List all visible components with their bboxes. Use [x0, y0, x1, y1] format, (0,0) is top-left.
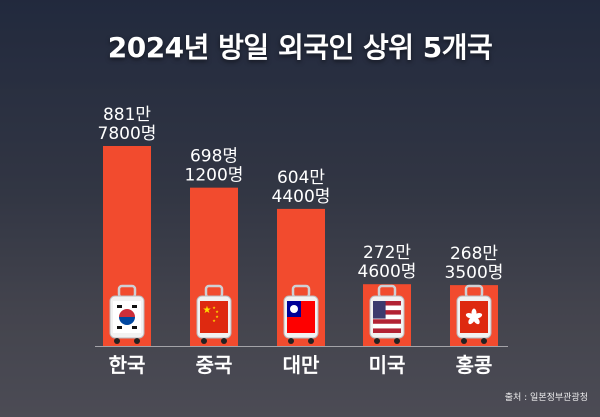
flag-stripe — [373, 301, 401, 306]
suitcase-wheel — [461, 338, 467, 344]
trigram — [132, 305, 137, 308]
taegeuk-blue — [119, 317, 135, 325]
category-label: 대만 — [283, 353, 320, 377]
trigram — [132, 326, 137, 329]
data-label: 881만 — [103, 105, 151, 125]
category-label: 한국 — [109, 353, 146, 377]
flag-stripe — [373, 319, 401, 324]
bauhinia-petal — [465, 313, 475, 319]
flag-stripe — [373, 323, 401, 329]
china-flag: ★ ★★★★ — [200, 301, 228, 333]
suitcase-wheel — [394, 338, 400, 344]
south-korea-flag — [113, 301, 141, 333]
taegeuk-red — [119, 309, 135, 317]
flag-field — [200, 301, 228, 333]
suitcase-wheel — [481, 338, 487, 344]
data-label: 268만 — [450, 244, 498, 264]
flag-stripe — [373, 305, 401, 311]
taiwan-flag — [287, 301, 315, 333]
trigram — [117, 305, 122, 308]
data-label: 3500명 — [445, 263, 504, 283]
data-label: 4600명 — [358, 262, 417, 282]
usa-flag — [373, 301, 401, 333]
category-label: 중국 — [196, 353, 233, 377]
data-label: 698명 — [190, 147, 238, 167]
bauhinia-petal — [468, 316, 475, 325]
flag-stripe — [373, 328, 401, 333]
category-label: 홍콩 — [456, 353, 493, 377]
suitcase-wheel — [308, 338, 314, 344]
data-label: 272만 — [363, 243, 411, 263]
suitcase-wheel — [114, 338, 120, 344]
flag-star: ★ — [212, 305, 216, 310]
data-label: 604만 — [277, 168, 325, 188]
suitcase-wheel — [374, 338, 380, 344]
hong-kong-flag — [460, 301, 488, 333]
suitcase-wheel — [221, 338, 227, 344]
flag-stripe — [373, 314, 401, 320]
flag-star: ★ — [203, 305, 212, 316]
suitcase-wheel — [134, 338, 140, 344]
suitcase-wheel — [288, 338, 294, 344]
data-label: 1200명 — [185, 166, 244, 186]
flag-sun — [290, 305, 298, 313]
flag-star: ★ — [215, 309, 219, 314]
flag-star: ★ — [212, 318, 216, 323]
trigram — [117, 326, 122, 329]
category-label: 미국 — [369, 353, 406, 377]
suitcase-wheel — [201, 338, 207, 344]
flag-canton — [373, 301, 386, 319]
flag-star: ★ — [215, 314, 219, 319]
data-label: 4400명 — [272, 187, 331, 207]
chart-title: 2024년 방일 외국인 상위 5개국 — [107, 31, 493, 64]
source-note: 출처 : 일본정부관광청 — [504, 393, 588, 403]
flag-stripe — [373, 310, 401, 315]
data-label: 7800명 — [98, 124, 157, 144]
